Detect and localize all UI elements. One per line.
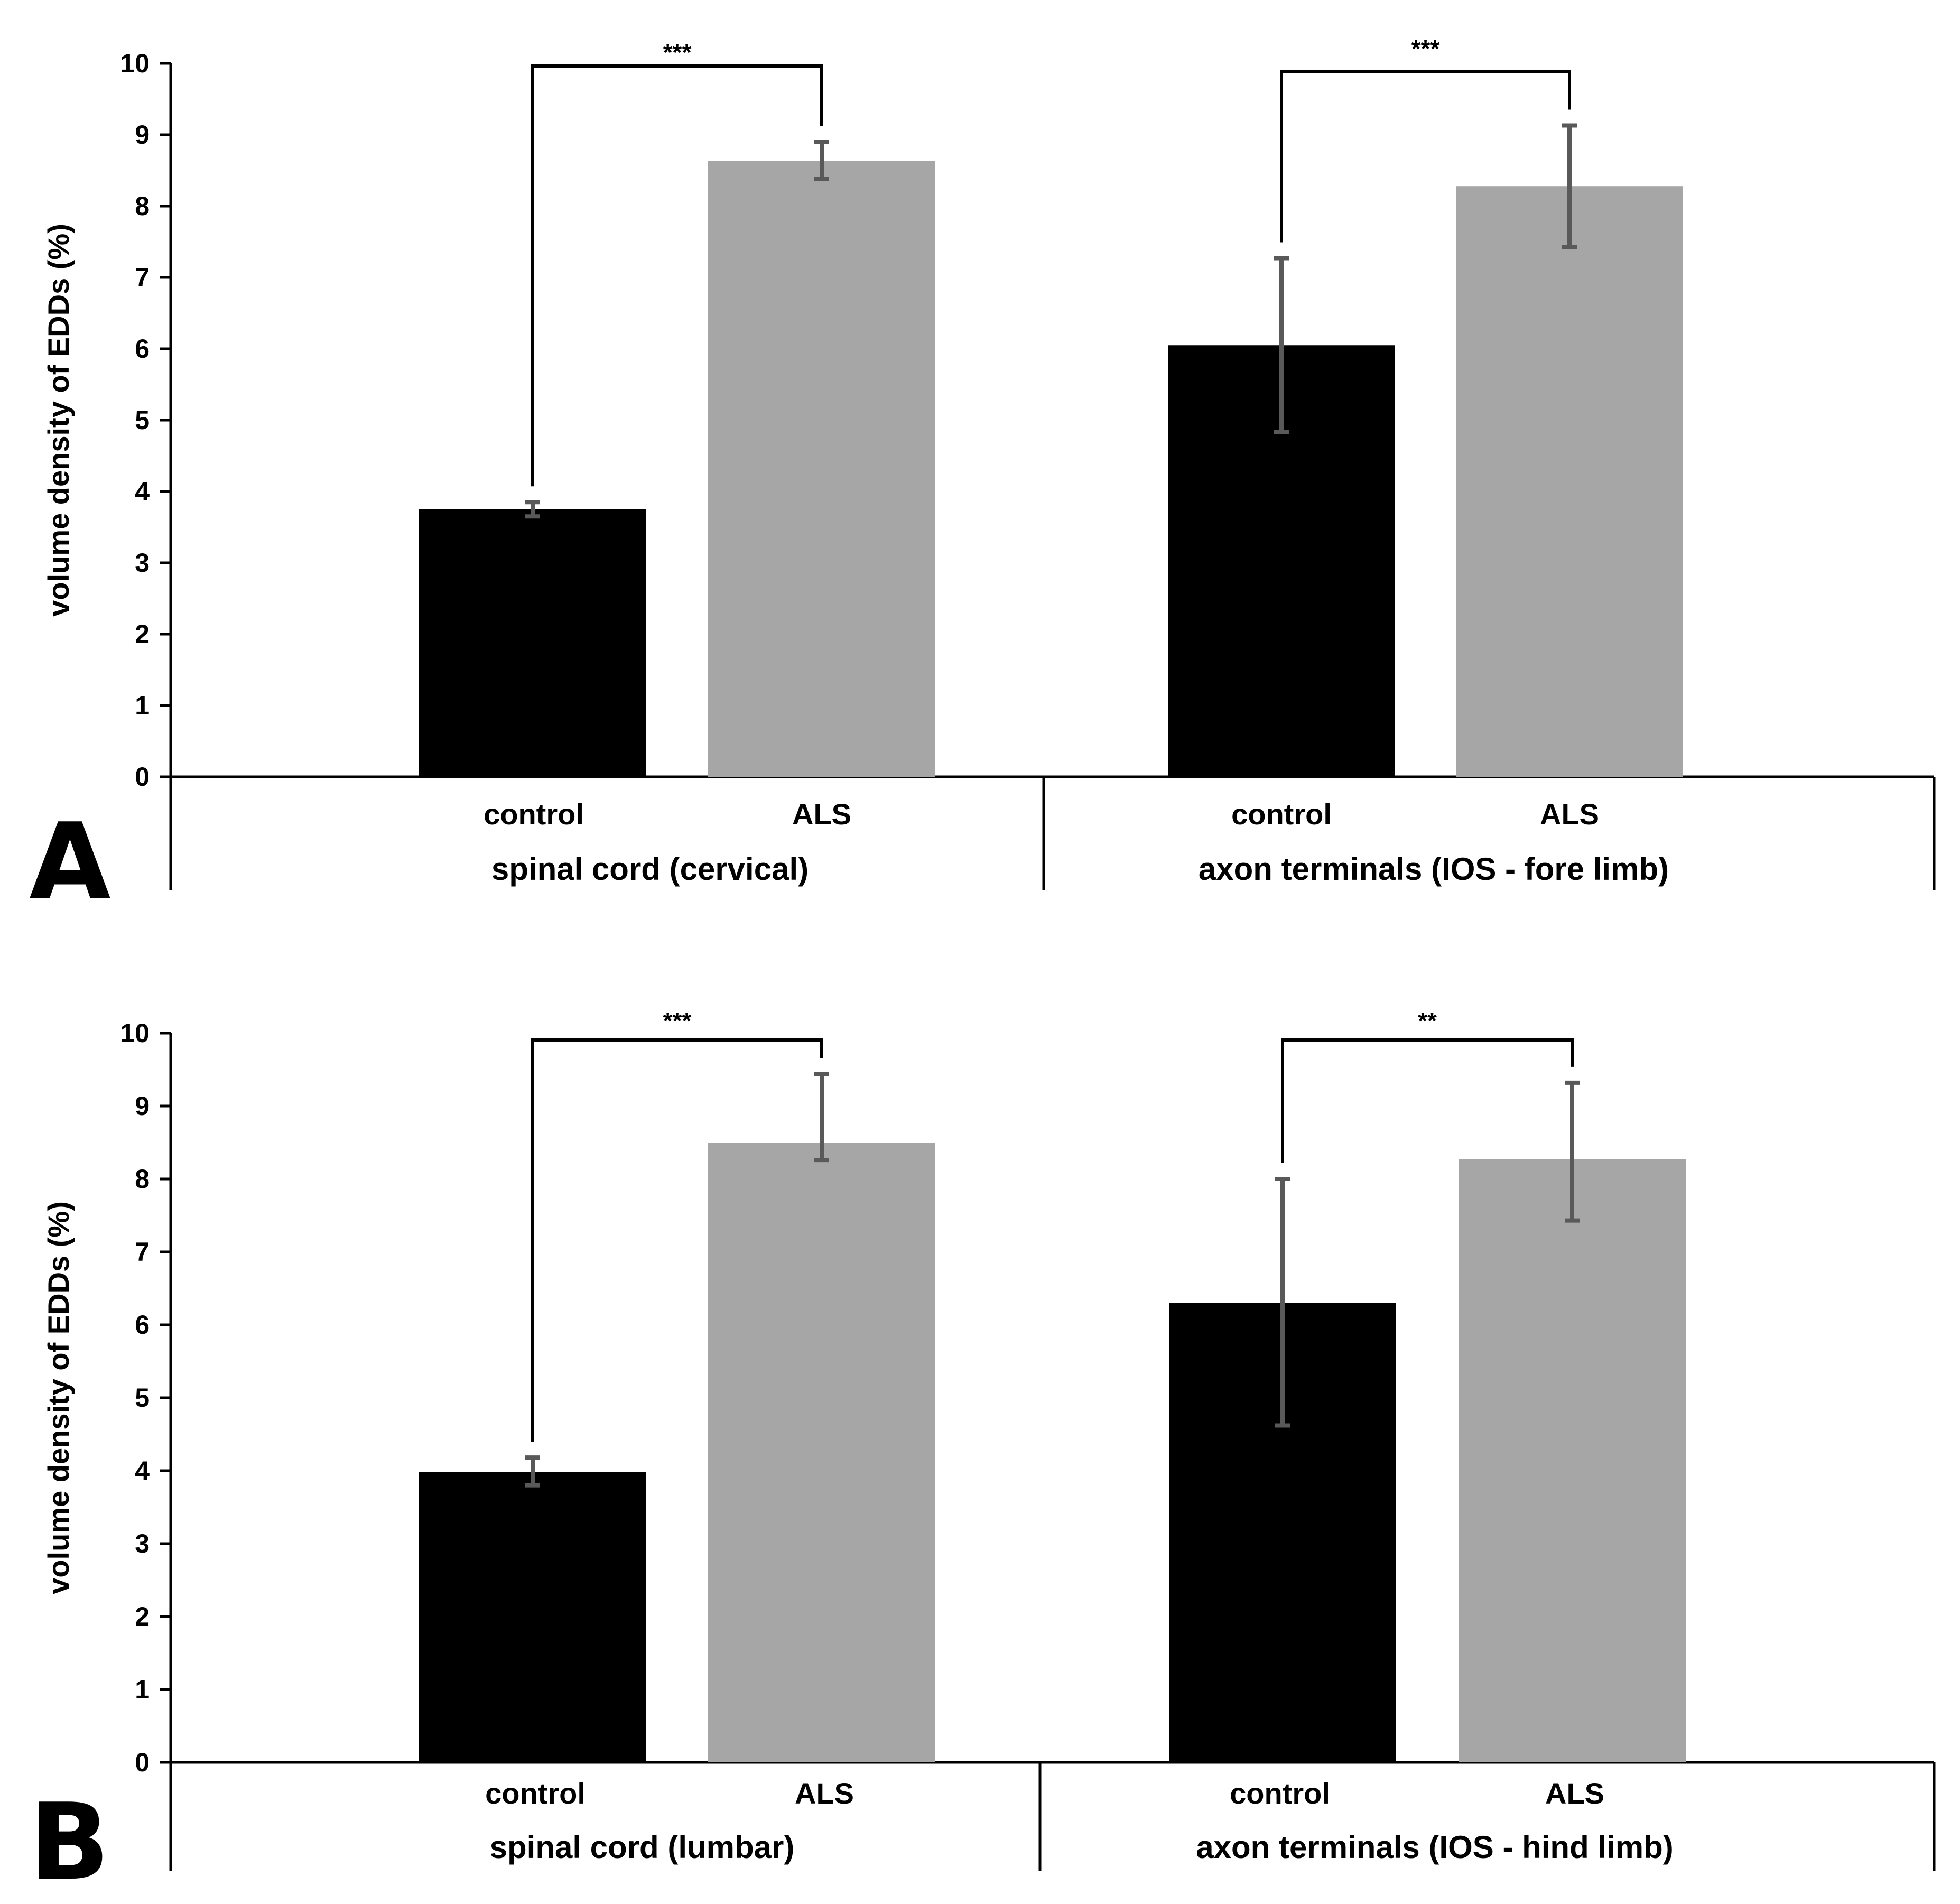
chart-panel-a: 0 1 2 3 4 5 6 7 8 9 10 volume density of EDDs (%) co… (29, 35, 1936, 924)
y-tick-label: 8 (135, 191, 150, 221)
y-tick-label: 9 (135, 1091, 150, 1121)
significance-marker: ** (1418, 1007, 1437, 1035)
significance-marker: *** (663, 39, 692, 66)
y-tick-label: 5 (135, 1383, 150, 1413)
bar-als (1459, 1159, 1686, 1762)
chart-panel-b: 0 1 2 3 4 5 6 7 8 9 10 volume density of EDDs (%) co… (29, 1007, 1936, 1904)
group-label: spinal cord (cervical) (491, 851, 809, 887)
y-tick-label: 9 (135, 120, 150, 150)
y-tick-label: 0 (135, 1748, 150, 1777)
y-tick-label: 3 (135, 548, 150, 578)
y-tick-label: 8 (135, 1164, 150, 1194)
significance-marker: *** (1411, 35, 1440, 62)
y-tick-label: 6 (135, 334, 150, 364)
y-tick-label: 7 (135, 1237, 150, 1267)
group-label: axon terminals (IOS - hind limb) (1196, 1829, 1673, 1865)
bar-control (419, 1472, 646, 1762)
y-tick-label: 1 (135, 1675, 150, 1704)
category-label: ALS (1540, 797, 1599, 831)
category-label: control (1231, 797, 1332, 831)
panel-letter: A (29, 801, 111, 924)
y-axis-title: volume density of EDDs (%) (42, 1201, 75, 1594)
bar-als (1456, 186, 1683, 777)
bar-als (708, 1143, 935, 1762)
category-label: ALS (795, 1777, 854, 1810)
significance-bracket (531, 1038, 823, 1442)
category-label: ALS (792, 797, 851, 831)
y-tick-label: 4 (135, 1456, 150, 1485)
group-label: axon terminals (IOS - fore limb) (1199, 851, 1669, 887)
significance-bracket (1281, 1038, 1574, 1163)
bar-control (419, 509, 646, 777)
y-tick-label: 0 (135, 762, 150, 792)
y-axis-title: volume density of EDDs (%) (42, 224, 75, 617)
category-label: control (1230, 1777, 1330, 1810)
y-tick-label: 5 (135, 405, 150, 435)
y-tick-label: 7 (135, 263, 150, 292)
significance-marker: *** (663, 1007, 692, 1035)
group-label: spinal cord (lumbar) (490, 1829, 795, 1865)
category-label: control (485, 1777, 586, 1810)
bar-als (708, 161, 935, 777)
significance-bracket (1280, 70, 1571, 243)
category-label: ALS (1545, 1777, 1604, 1810)
y-tick-label: 2 (135, 619, 150, 649)
y-tick-label: 6 (135, 1310, 150, 1340)
significance-bracket (531, 64, 823, 487)
category-label: control (484, 797, 584, 831)
y-tick-label: 10 (120, 49, 150, 78)
y-tick-label: 3 (135, 1529, 150, 1558)
y-tick-label: 1 (135, 691, 150, 720)
y-tick-label: 2 (135, 1602, 150, 1631)
y-tick-label: 4 (135, 477, 150, 506)
y-tick-label: 10 (120, 1018, 150, 1048)
panel-letter: B (29, 1781, 109, 1904)
